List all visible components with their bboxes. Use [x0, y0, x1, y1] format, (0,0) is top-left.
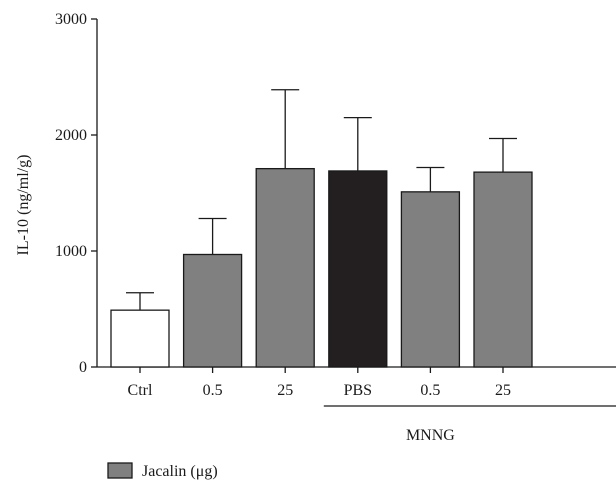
y-axis-title: IL-10 (ng/ml/g): [15, 155, 32, 256]
bar-0: [110, 309, 170, 368]
group-annotation: MNNG: [323, 405, 616, 444]
bar-4: [400, 191, 461, 368]
bar-5: [473, 171, 533, 368]
y-tick-label: 2000: [55, 127, 87, 144]
error-bars: [126, 89, 517, 311]
y-ticks: 0 1000 2000 3000: [55, 11, 97, 376]
x-tick-label: 25: [495, 382, 511, 399]
bar-2: [255, 167, 315, 368]
x-tick-label: Ctrl: [128, 382, 153, 399]
x-tick-label: 0.5: [203, 382, 223, 399]
y-tick-label: 1000: [55, 243, 87, 260]
x-ticks: Ctrl 0.5 25 PBS 0.5 25: [128, 367, 511, 399]
x-tick-label: 0.5: [420, 382, 440, 399]
legend: Jacalin (μg): [107, 462, 218, 480]
bars: [110, 167, 533, 368]
y-tick-label: 3000: [55, 11, 87, 28]
y-tick-label: 0: [79, 359, 87, 376]
group-label: MNNG: [406, 427, 455, 444]
bar-1: [182, 253, 243, 368]
bar-3: [328, 170, 388, 368]
x-tick-label: PBS: [344, 382, 372, 399]
legend-label: Jacalin (μg): [142, 463, 218, 480]
legend-swatch: [107, 462, 133, 479]
x-tick-label: 25: [277, 382, 293, 399]
